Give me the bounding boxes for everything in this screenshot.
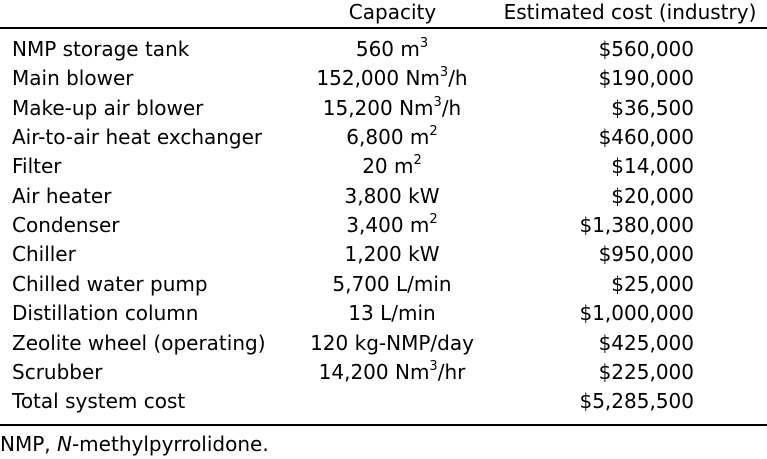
capacity-unit-exponent: 3 bbox=[419, 36, 429, 51]
row-capacity: 120 kg-NMP/day bbox=[272, 329, 512, 358]
row-capacity: 14,200 Nm3/hr bbox=[272, 358, 512, 387]
row-capacity: 3,400 m2 bbox=[272, 211, 512, 240]
row-estimated-cost: $14,000 bbox=[611, 154, 694, 179]
capacity-unit-exponent: 2 bbox=[413, 153, 422, 169]
capacity-unit-exponent: 3 bbox=[439, 65, 449, 81]
capacity-value: 14,200 Nm bbox=[318, 359, 430, 384]
row-estimated-cost: $5,285,500 bbox=[579, 389, 694, 414]
table-row: Distillation column 13 L/min $1,000,000 bbox=[0, 299, 767, 328]
capacity-value: 20 m bbox=[362, 154, 414, 179]
row-item-name: Air-to-air heat exchanger bbox=[12, 125, 263, 150]
capacity-value: 3,400 m bbox=[346, 213, 430, 238]
row-item-name: Condenser bbox=[12, 213, 120, 238]
footnote-term-italic: N bbox=[57, 432, 72, 456]
table-row: Air-to-air heat exchanger 6,800 m2 $460,00… bbox=[0, 123, 767, 152]
row-capacity: 20 m2 bbox=[272, 152, 512, 181]
capacity-value: 6,800 m bbox=[346, 125, 430, 150]
row-item-name: Chilled water pump bbox=[12, 271, 208, 296]
capacity-unit-suffix: /hr bbox=[437, 359, 466, 384]
row-estimated-cost: $1,380,000 bbox=[579, 213, 694, 238]
row-estimated-cost: $425,000 bbox=[598, 330, 694, 355]
footnote-term-rest: -methylpyrrolidone. bbox=[71, 432, 269, 456]
bottom-rule bbox=[0, 424, 767, 426]
capacity-unit-exponent: 2 bbox=[429, 212, 438, 228]
row-capacity: 15,200 Nm3/h bbox=[272, 94, 512, 123]
capacity-value: 3,800 kW bbox=[344, 183, 440, 208]
row-item-name: NMP storage tank bbox=[12, 37, 190, 61]
header-capacity: Capacity bbox=[348, 0, 437, 24]
capacity-value: 560 m bbox=[355, 37, 420, 61]
table-row: Air heater 3,800 kW $20,000 bbox=[0, 182, 767, 211]
capacity-unit-exponent: 3 bbox=[433, 94, 442, 110]
row-item-name: Filter bbox=[12, 154, 62, 179]
table-row: Main blower 152,000 Nm3/h $190,000 bbox=[0, 64, 767, 93]
row-item-name: Scrubber bbox=[12, 359, 103, 384]
row-estimated-cost: $460,000 bbox=[598, 125, 694, 150]
capacity-unit-suffix: /h bbox=[441, 95, 462, 120]
header-rule bbox=[0, 27, 767, 29]
footnote: NMP, N-methylpyrrolidone. bbox=[0, 430, 269, 459]
capacity-value: 120 kg-NMP/day bbox=[310, 330, 474, 355]
capacity-value: 5,700 L/min bbox=[332, 271, 452, 296]
capacity-unit-suffix: /h bbox=[448, 66, 468, 91]
capacity-value: 152,000 Nm bbox=[316, 66, 440, 91]
capacity-unit-exponent: 3 bbox=[429, 358, 438, 374]
row-estimated-cost: $36,500 bbox=[611, 95, 694, 120]
table-row: Condenser 3,400 m2 $1,380,000 bbox=[0, 211, 767, 240]
row-item-name: Make-up air blower bbox=[12, 95, 204, 120]
row-capacity: 6,800 m2 bbox=[272, 123, 512, 152]
row-estimated-cost: $560,000 bbox=[598, 37, 694, 61]
header-estimated-cost: Estimated cost (industry) bbox=[503, 0, 757, 24]
row-capacity: 560 m3 bbox=[272, 35, 512, 64]
row-capacity: 152,000 Nm3/h bbox=[272, 64, 512, 93]
row-item-name: Main blower bbox=[12, 66, 134, 91]
capacity-unit-exponent: 2 bbox=[429, 124, 438, 140]
row-estimated-cost: $25,000 bbox=[611, 271, 694, 296]
row-estimated-cost: $950,000 bbox=[598, 242, 694, 267]
table-row: NMP storage tank 560 m3 $560,000 bbox=[0, 35, 767, 64]
table-row: Filter 20 m2 $14,000 bbox=[0, 152, 767, 181]
capacity-value: 15,200 Nm bbox=[322, 95, 434, 120]
row-item-name: Total system cost bbox=[12, 389, 186, 414]
row-item-name: Chiller bbox=[12, 242, 76, 267]
row-estimated-cost: $1,000,000 bbox=[579, 301, 694, 326]
row-item-name: Air heater bbox=[12, 183, 112, 208]
capacity-value: 13 L/min bbox=[348, 301, 436, 326]
row-estimated-cost: $225,000 bbox=[598, 359, 694, 384]
table-row: Make-up air blower 15,200 Nm3/h $36,500 bbox=[0, 94, 767, 123]
row-capacity: 13 L/min bbox=[272, 299, 512, 328]
table-row: Chilled water pump 5,700 L/min $25,000 bbox=[0, 270, 767, 299]
table-row: Chiller 1,200 kW $950,000 bbox=[0, 240, 767, 269]
row-item-name: Distillation column bbox=[12, 301, 199, 326]
footnote-abbr: NMP, bbox=[0, 432, 57, 456]
row-capacity: 3,800 kW bbox=[272, 182, 512, 211]
table-row: Total system cost $5,285,500 bbox=[0, 387, 767, 416]
table-row: Zeolite wheel (operating) 120 kg-NMP/day $… bbox=[0, 329, 767, 358]
row-estimated-cost: $190,000 bbox=[598, 66, 694, 91]
row-capacity: 5,700 L/min bbox=[272, 270, 512, 299]
row-estimated-cost: $20,000 bbox=[611, 183, 694, 208]
row-capacity: 1,200 kW bbox=[272, 240, 512, 269]
table-row: Scrubber 14,200 Nm3/hr $225,000 bbox=[0, 358, 767, 387]
capacity-value: 1,200 kW bbox=[344, 242, 440, 267]
row-item-name: Zeolite wheel (operating) bbox=[12, 330, 266, 355]
